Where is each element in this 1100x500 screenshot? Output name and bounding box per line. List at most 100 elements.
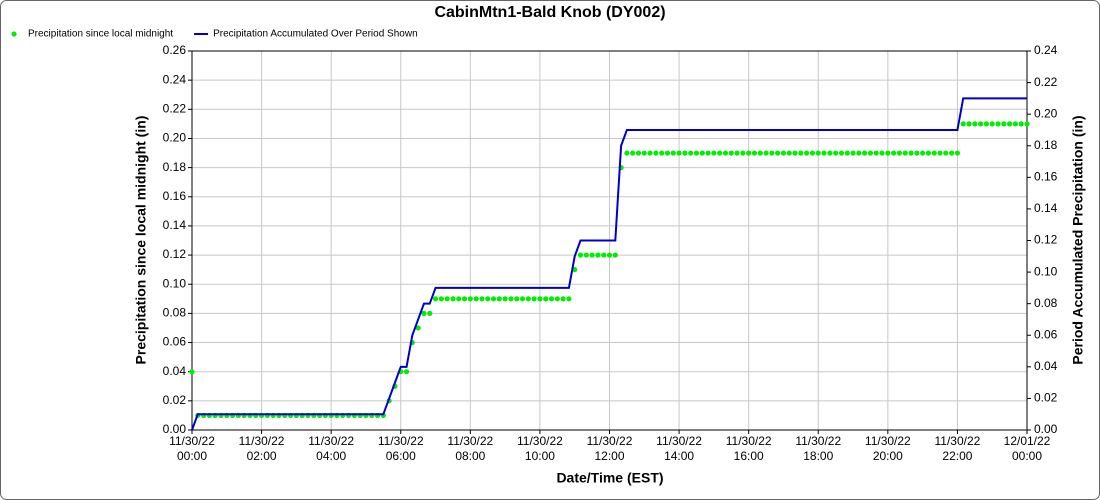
y2-tick-label: 0.00 — [1034, 422, 1058, 436]
data-point — [537, 296, 543, 302]
chart-title: CabinMtn1-Bald Knob (DY002) — [434, 4, 665, 21]
data-point — [751, 150, 758, 156]
data-point — [717, 150, 723, 156]
y2-tick-label: 0.08 — [1034, 296, 1058, 310]
data-point — [583, 252, 589, 258]
data-point — [456, 296, 462, 302]
y-tick-label: 0.08 — [163, 306, 187, 320]
data-point — [653, 150, 659, 156]
data-point — [833, 150, 839, 156]
y2-tick-label: 0.04 — [1034, 359, 1058, 373]
y-tick-label: 0.12 — [163, 247, 187, 261]
data-point — [502, 296, 508, 302]
y2-tick-label: 0.02 — [1034, 391, 1058, 405]
data-point — [885, 150, 891, 156]
data-point — [485, 296, 491, 302]
data-point — [1024, 121, 1030, 127]
x-tick-label: 11/30/22 04:00 — [308, 434, 354, 463]
data-point — [780, 150, 787, 156]
data-point — [740, 150, 746, 156]
data-point — [601, 252, 607, 258]
data-point — [693, 150, 700, 156]
y2-tick-label: 0.20 — [1034, 106, 1058, 120]
y2-tick-label: 0.06 — [1034, 327, 1058, 341]
data-point — [630, 150, 636, 156]
data-point — [705, 150, 711, 156]
data-point — [949, 150, 955, 156]
data-point — [763, 150, 769, 156]
data-point — [798, 150, 804, 156]
data-point — [838, 150, 845, 156]
x-tick-label: 11/30/22 02:00 — [239, 434, 285, 463]
data-point — [427, 310, 433, 316]
data-point — [809, 150, 816, 156]
x-tick-label: 11/30/22 08:00 — [447, 434, 493, 463]
data-point — [589, 252, 595, 258]
data-point — [815, 150, 821, 156]
data-point — [490, 296, 497, 302]
data-point — [624, 150, 630, 156]
x-tick-label: 11/30/22 10:00 — [517, 434, 563, 463]
data-point — [699, 150, 705, 156]
y2-tick-label: 0.24 — [1034, 43, 1058, 57]
data-point — [554, 296, 560, 302]
data-point — [908, 150, 914, 156]
data-point — [450, 296, 456, 302]
x-tick-label: 12/01/22 00:00 — [1004, 434, 1051, 463]
x-tick-label: 11/30/22 20:00 — [865, 434, 911, 463]
data-point — [995, 121, 1001, 127]
plot-frame — [191, 50, 1028, 431]
y-tick-label: 0.06 — [163, 335, 187, 349]
data-point — [508, 296, 514, 302]
y2-tick-label: 0.22 — [1034, 75, 1058, 89]
data-point — [960, 121, 966, 127]
data-point — [972, 121, 978, 127]
y-tick-label: 0.10 — [163, 276, 187, 290]
data-point — [844, 150, 850, 156]
data-point — [560, 296, 566, 302]
data-point — [635, 150, 642, 156]
data-point — [978, 121, 984, 127]
y-tick-label: 0.04 — [163, 364, 187, 378]
x-tick-label: 11/30/22 14:00 — [656, 434, 702, 463]
data-point — [473, 296, 479, 302]
x-tick-label: 11/30/22 18:00 — [795, 434, 841, 463]
x-axis-title: Date/Time (EST) — [556, 470, 663, 486]
data-point — [722, 150, 729, 156]
data-point — [775, 150, 781, 156]
data-point — [461, 296, 468, 302]
data-point — [641, 150, 647, 156]
data-point — [943, 150, 949, 156]
data-point — [548, 296, 555, 302]
data-point — [514, 296, 520, 302]
data-point — [920, 150, 926, 156]
data-point — [647, 150, 653, 156]
data-point — [873, 150, 879, 156]
data-point — [659, 150, 665, 156]
data-point — [862, 150, 868, 156]
data-point — [519, 296, 526, 302]
data-point — [1001, 121, 1007, 127]
data-point — [566, 296, 572, 302]
data-point — [711, 150, 717, 156]
data-point — [189, 369, 195, 375]
data-point — [496, 296, 502, 302]
data-point — [925, 150, 932, 156]
data-point — [757, 150, 763, 156]
legend-marker — [11, 31, 17, 37]
data-point — [891, 150, 897, 156]
data-point — [902, 150, 908, 156]
y-tick-label: 0.22 — [163, 101, 187, 115]
y2-axis-title: Period Accumulated Precipitation (in) — [1070, 115, 1086, 364]
data-point — [525, 296, 531, 302]
data-point — [937, 150, 943, 156]
x-tick-label: 11/30/22 12:00 — [587, 434, 633, 463]
data-point — [403, 369, 410, 375]
y-tick-label: 0.26 — [163, 43, 187, 57]
y-tick-label: 0.20 — [163, 131, 187, 145]
data-point — [879, 150, 885, 156]
data-point — [786, 150, 792, 156]
y-tick-label: 0.02 — [163, 393, 187, 407]
data-point — [664, 150, 671, 156]
